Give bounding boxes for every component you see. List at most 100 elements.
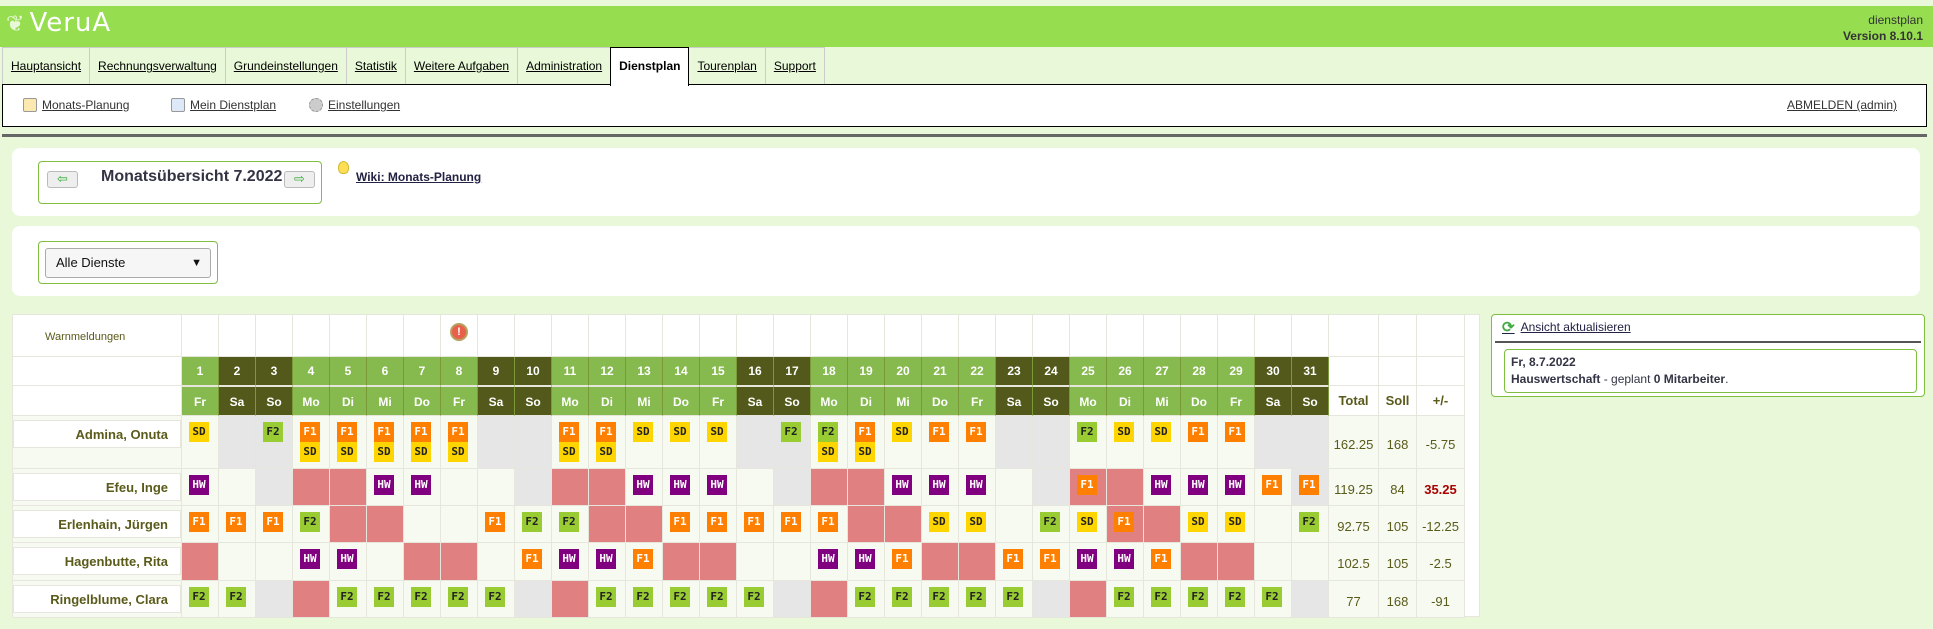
shift-badge-f2[interactable]: F2	[522, 512, 542, 532]
day-cell[interactable]: F1	[1144, 543, 1181, 581]
day-cell[interactable]: F2	[922, 581, 959, 618]
day-number[interactable]: 9	[478, 357, 515, 386]
day-cell[interactable]	[515, 416, 552, 469]
employee-name[interactable]: Ringelblume, Clara	[13, 585, 181, 613]
shift-badge-sd[interactable]: SD	[892, 422, 912, 442]
shift-badge-hw[interactable]: HW	[337, 549, 357, 569]
day-cell[interactable]: F2	[330, 581, 367, 618]
submenu-einstellungen[interactable]: Einstellungen	[309, 98, 400, 112]
day-cell[interactable]	[848, 469, 885, 506]
day-cell[interactable]: F1 SD	[330, 416, 367, 469]
day-cell[interactable]: F1 SD	[589, 416, 626, 469]
day-cell[interactable]	[219, 416, 256, 469]
shift-badge-sd[interactable]: SD	[189, 422, 209, 442]
day-cell[interactable]: F2	[441, 581, 478, 618]
day-cell[interactable]	[737, 416, 774, 469]
day-cell[interactable]: HW	[589, 543, 626, 581]
shift-badge-hw[interactable]: HW	[966, 475, 986, 495]
day-cell[interactable]: HW	[922, 469, 959, 506]
day-number[interactable]: 7	[404, 357, 441, 386]
shift-badge-f1[interactable]: F1	[1003, 549, 1023, 569]
shift-badge-hw[interactable]: HW	[892, 475, 912, 495]
day-number[interactable]: 8	[441, 357, 478, 386]
day-cell[interactable]: SD	[626, 416, 663, 469]
day-number[interactable]: 17	[774, 357, 811, 386]
day-cell[interactable]	[219, 543, 256, 581]
shift-badge-f2[interactable]: F2	[818, 422, 838, 442]
shift-badge-f2[interactable]: F2	[1003, 587, 1023, 607]
shift-badge-f2[interactable]: F2	[411, 587, 431, 607]
day-cell[interactable]	[811, 469, 848, 506]
shift-badge-f1[interactable]: F1	[189, 512, 209, 532]
day-cell[interactable]: HW	[552, 543, 589, 581]
shift-badge-hw[interactable]: HW	[1114, 549, 1134, 569]
day-cell[interactable]: HW	[700, 469, 737, 506]
shift-badge-f1[interactable]: F1	[522, 549, 542, 569]
shift-badge-f2[interactable]: F2	[633, 587, 653, 607]
day-cell[interactable]	[330, 469, 367, 506]
shift-badge-f2[interactable]: F2	[337, 587, 357, 607]
shift-badge-hw[interactable]: HW	[189, 475, 209, 495]
day-cell[interactable]: F1	[1181, 416, 1218, 469]
shift-badge-hw[interactable]: HW	[1188, 475, 1208, 495]
shift-badge-f1[interactable]: F1	[818, 512, 838, 532]
shift-badge-f1[interactable]: F1	[929, 422, 949, 442]
shift-badge-f2[interactable]: F2	[1225, 587, 1245, 607]
tab-statistik[interactable]: Statistik	[345, 47, 406, 85]
day-number[interactable]: 14	[663, 357, 700, 386]
shift-badge-sd[interactable]: SD	[670, 422, 690, 442]
day-cell[interactable]: F2	[293, 506, 330, 543]
day-cell[interactable]	[959, 543, 996, 581]
day-number[interactable]: 21	[922, 357, 959, 386]
day-number[interactable]: 26	[1107, 357, 1144, 386]
day-cell[interactable]: SD	[1107, 416, 1144, 469]
day-number[interactable]: 12	[589, 357, 626, 386]
day-cell[interactable]: F1 SD	[404, 416, 441, 469]
day-number[interactable]: 31	[1292, 357, 1329, 386]
day-cell[interactable]	[1181, 543, 1218, 581]
shift-badge-f2[interactable]: F2	[892, 587, 912, 607]
day-number[interactable]: 29	[1218, 357, 1255, 386]
shift-badge-f1[interactable]: F1	[1262, 475, 1282, 495]
day-number[interactable]: 28	[1181, 357, 1218, 386]
day-number[interactable]: 6	[367, 357, 404, 386]
warning-icon[interactable]: !	[450, 323, 468, 341]
tab-tourenplan[interactable]: Tourenplan	[688, 47, 766, 85]
day-cell[interactable]: HW	[811, 543, 848, 581]
day-cell[interactable]: F2	[1218, 581, 1255, 618]
day-cell[interactable]	[552, 581, 589, 618]
shift-badge-f1[interactable]: F1	[744, 512, 764, 532]
day-cell[interactable]: F1	[996, 543, 1033, 581]
day-cell[interactable]	[996, 506, 1033, 543]
day-cell[interactable]: F1	[626, 543, 663, 581]
shift-badge-sd[interactable]: SD	[633, 422, 653, 442]
shift-badge-f1[interactable]: F1	[448, 422, 468, 442]
day-number[interactable]: 27	[1144, 357, 1181, 386]
shift-badge-f1[interactable]: F1	[1225, 422, 1245, 442]
day-cell[interactable]: HW	[367, 469, 404, 506]
logout-link[interactable]: ABMELDEN (admin)	[1787, 98, 1898, 112]
day-cell[interactable]: F1	[219, 506, 256, 543]
submenu-mein-dienstplan[interactable]: Mein Dienstplan	[171, 98, 276, 112]
day-cell[interactable]	[367, 543, 404, 581]
day-cell[interactable]	[293, 469, 330, 506]
day-number[interactable]: 5	[330, 357, 367, 386]
day-number[interactable]: 23	[996, 357, 1033, 386]
shift-badge-sd[interactable]: SD	[559, 442, 579, 462]
tab-hauptansicht[interactable]: Hauptansicht	[2, 47, 91, 85]
shift-badge-f2[interactable]: F2	[744, 587, 764, 607]
shift-badge-hw[interactable]: HW	[1225, 475, 1245, 495]
day-cell[interactable]	[441, 543, 478, 581]
service-filter-select[interactable]: Alle Dienste ▼	[45, 248, 211, 278]
employee-name[interactable]: Hagenbutte, Rita	[13, 547, 181, 575]
day-cell[interactable]: SD	[1218, 506, 1255, 543]
day-cell[interactable]: HW	[1107, 543, 1144, 581]
day-cell[interactable]: F2 SD	[811, 416, 848, 469]
shift-badge-f2[interactable]: F2	[263, 422, 283, 442]
day-cell[interactable]: F2	[959, 581, 996, 618]
day-cell[interactable]	[811, 581, 848, 618]
shift-badge-f1[interactable]: F1	[374, 422, 394, 442]
day-cell[interactable]: F1	[959, 416, 996, 469]
shift-badge-hw[interactable]: HW	[670, 475, 690, 495]
day-cell[interactable]: HW	[848, 543, 885, 581]
